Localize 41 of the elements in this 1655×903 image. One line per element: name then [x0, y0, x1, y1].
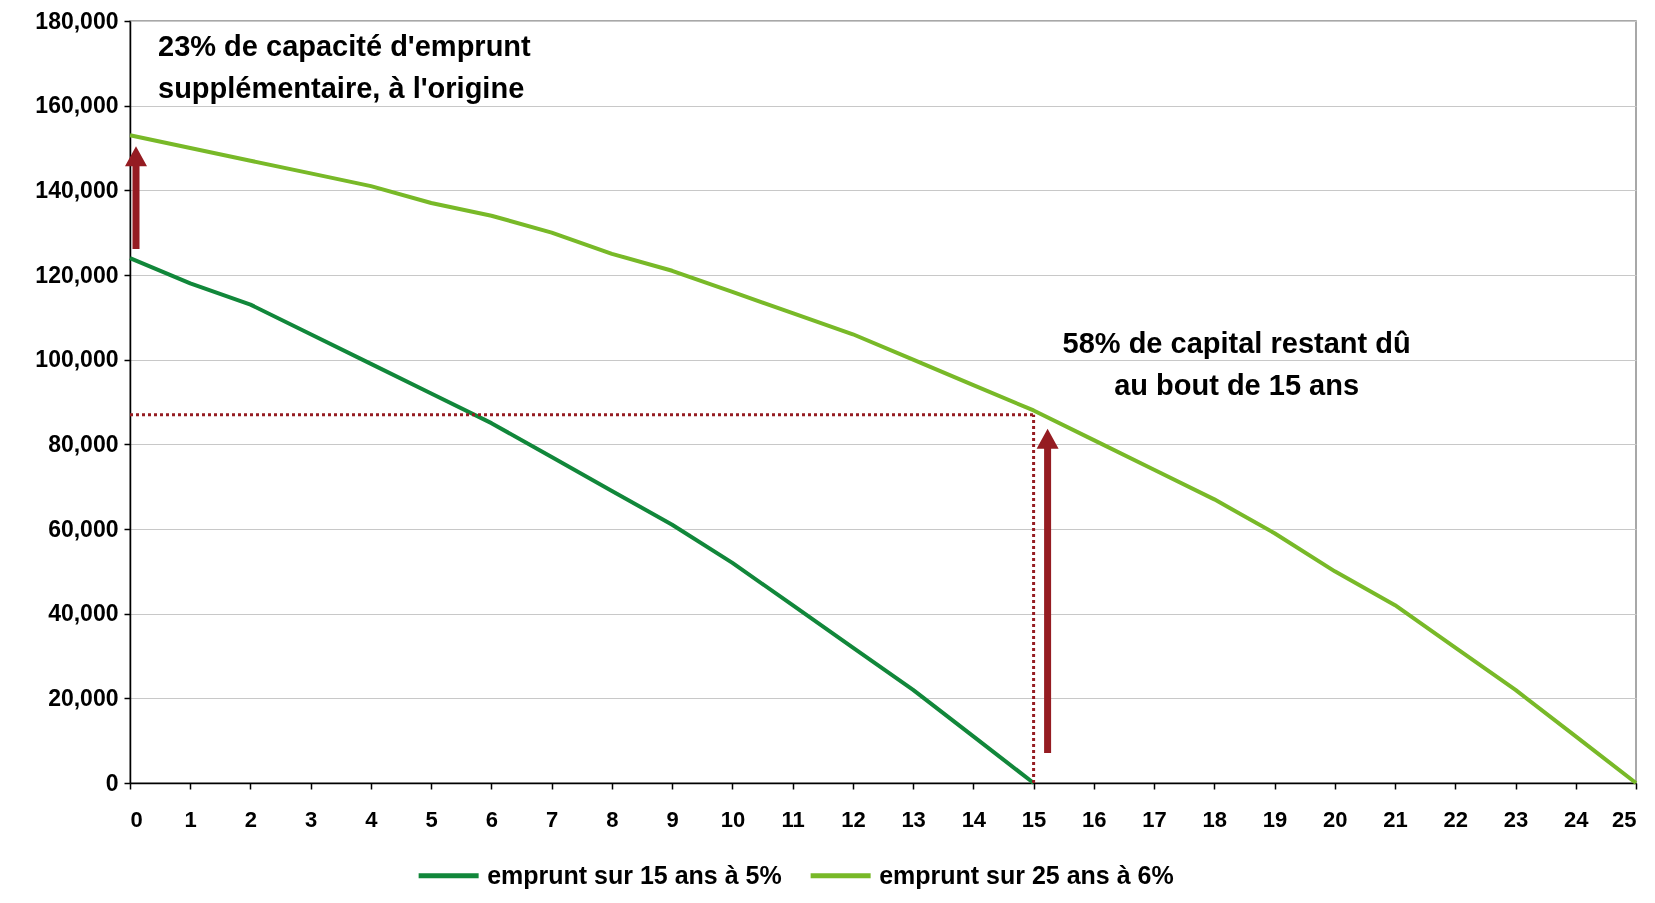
y-tick-label: 100,000 [35, 346, 119, 373]
y-tick-label: 140,000 [35, 176, 119, 203]
x-tick-label: 24 [1564, 806, 1590, 832]
x-tick-label: 17 [1142, 806, 1167, 832]
x-tick-label: 14 [961, 806, 987, 832]
x-tick-label: 9 [666, 806, 679, 832]
x-tick-label: 13 [901, 806, 926, 832]
x-tick-label: 19 [1262, 806, 1288, 832]
legend-label: emprunt sur 25 ans à 6% [879, 860, 1174, 889]
x-tick-label: 5 [425, 806, 438, 832]
x-tick-label: 7 [546, 806, 559, 832]
x-tick-label: 4 [365, 806, 379, 832]
y-tick-label: 80,000 [48, 430, 119, 457]
x-tick-label: 8 [606, 806, 619, 832]
x-tick-label: 3 [305, 806, 318, 832]
y-tick-label: 0 [105, 769, 119, 796]
x-tick-label: 20 [1323, 806, 1348, 832]
y-tick-label: 40,000 [48, 600, 119, 627]
x-tick-label: 10 [720, 806, 746, 832]
y-tick-label: 60,000 [48, 515, 119, 542]
x-tick-label: 2 [244, 806, 258, 832]
x-tick-label: 25 [1612, 806, 1637, 832]
y-tick-label: 180,000 [35, 7, 119, 34]
annotation: 23% de capacité d'emprunt supplémentaire, à l'origine [158, 30, 532, 105]
x-tick-label: 23 [1503, 806, 1529, 832]
annotation: 58% de capital restant dû au bout de 15 ans [1062, 326, 1411, 401]
x-tick-label: 0 [130, 806, 143, 832]
x-tick-label: 18 [1202, 806, 1228, 832]
x-tick-label: 21 [1383, 806, 1408, 832]
x-tick-label: 15 [1021, 806, 1047, 832]
legend-label: emprunt sur 15 ans à 5% [487, 860, 782, 889]
x-tick-label: 6 [485, 806, 499, 832]
line-series [128, 256, 1036, 785]
y-tick-label: 120,000 [35, 261, 119, 288]
y-tick-label: 160,000 [35, 92, 119, 119]
x-tick-label: 1 [184, 806, 197, 832]
x-tick-label: 12 [841, 806, 866, 832]
x-tick-label: 11 [781, 806, 805, 832]
x-tick-label: 22 [1443, 806, 1469, 832]
y-tick-label: 20,000 [48, 684, 119, 711]
x-tick-label: 16 [1082, 806, 1107, 832]
